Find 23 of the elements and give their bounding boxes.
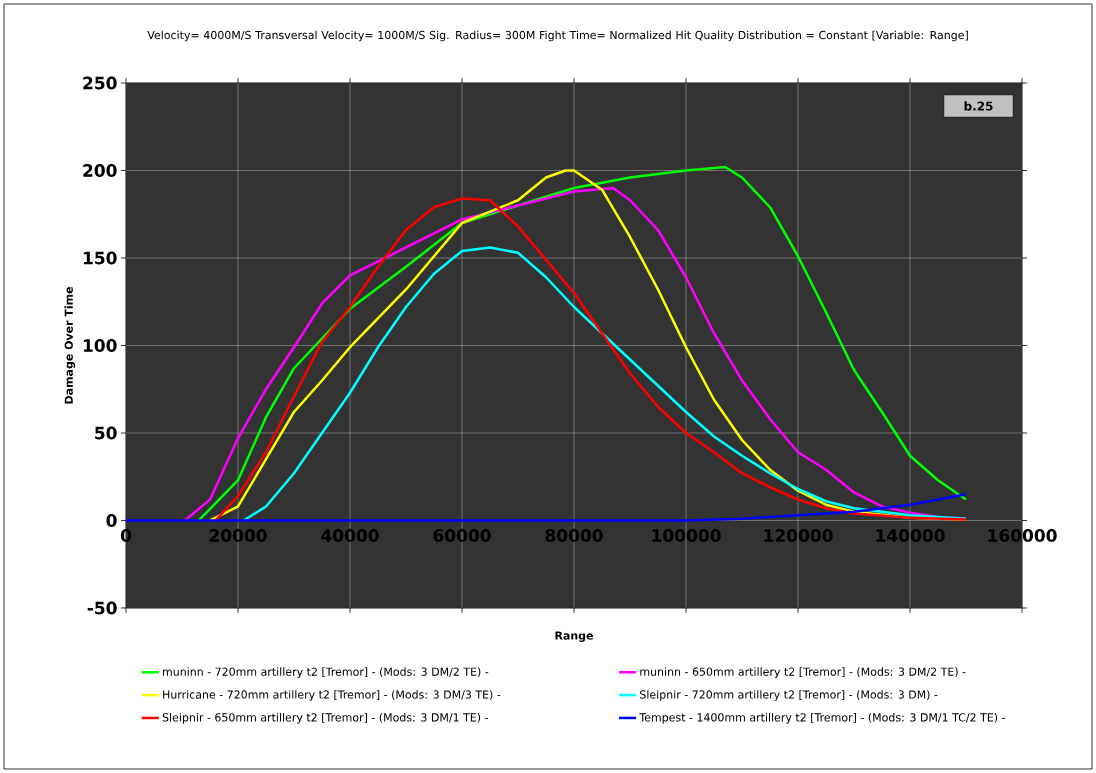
annotation: b.25 xyxy=(964,101,993,111)
x-tick-label: 160000 xyxy=(988,529,1057,542)
legend-label: Sleipnir - 650mm artillery t2 [Tremor] - (Mods: 3 DM/1 TE) - xyxy=(162,713,488,724)
y-tick-label: 100 xyxy=(83,339,117,352)
y-tick-label: 0 xyxy=(106,514,117,527)
legend-label: Hurricane - 720mm artillery t2 [Tremor] - (Mods: 3 DM/3 TE) - xyxy=(163,690,501,701)
x-tick-label: 40000 xyxy=(321,529,379,542)
x-axis-title: Range xyxy=(555,631,594,642)
line-series xyxy=(126,492,968,522)
legend-label: muninn - 720mm artillery t2 [Tremor] - (Mods: 3 DM/2 TE) - xyxy=(163,667,489,678)
y-tick-label: 200 xyxy=(83,164,117,177)
legend-label: Sleipnir - 720mm artillery t2 [Tremor] - (Mods: 3 DM) - xyxy=(640,690,938,701)
chart-title: Velocity= 4000M/S Transversal Velocity= 1000M/S Sig. Radius= 300M Fight Time= Normalized Hit Quality Distribution = Constant [Variable: Range] xyxy=(147,30,968,42)
x-tick-label: 80000 xyxy=(545,529,603,542)
y-axis-title: Damage Over Time xyxy=(64,287,76,404)
legend-label: Tempest - 1400mm artillery t2 [Tremor] - (Mods: 3 DM/1 TC/2 TE) - xyxy=(639,713,1005,724)
legend-label: muninn - 650mm artillery t2 [Tremor] - (Mods: 3 DM/2 TE) - xyxy=(640,667,966,678)
y-tick-label: 50 xyxy=(95,426,117,440)
x-tick-label: 20000 xyxy=(209,529,267,542)
y-tick-label: -50 xyxy=(87,601,117,615)
x-tick-label: 60000 xyxy=(433,529,491,542)
y-tick-label: 250 xyxy=(83,76,117,90)
y-tick-label: 150 xyxy=(83,251,117,265)
